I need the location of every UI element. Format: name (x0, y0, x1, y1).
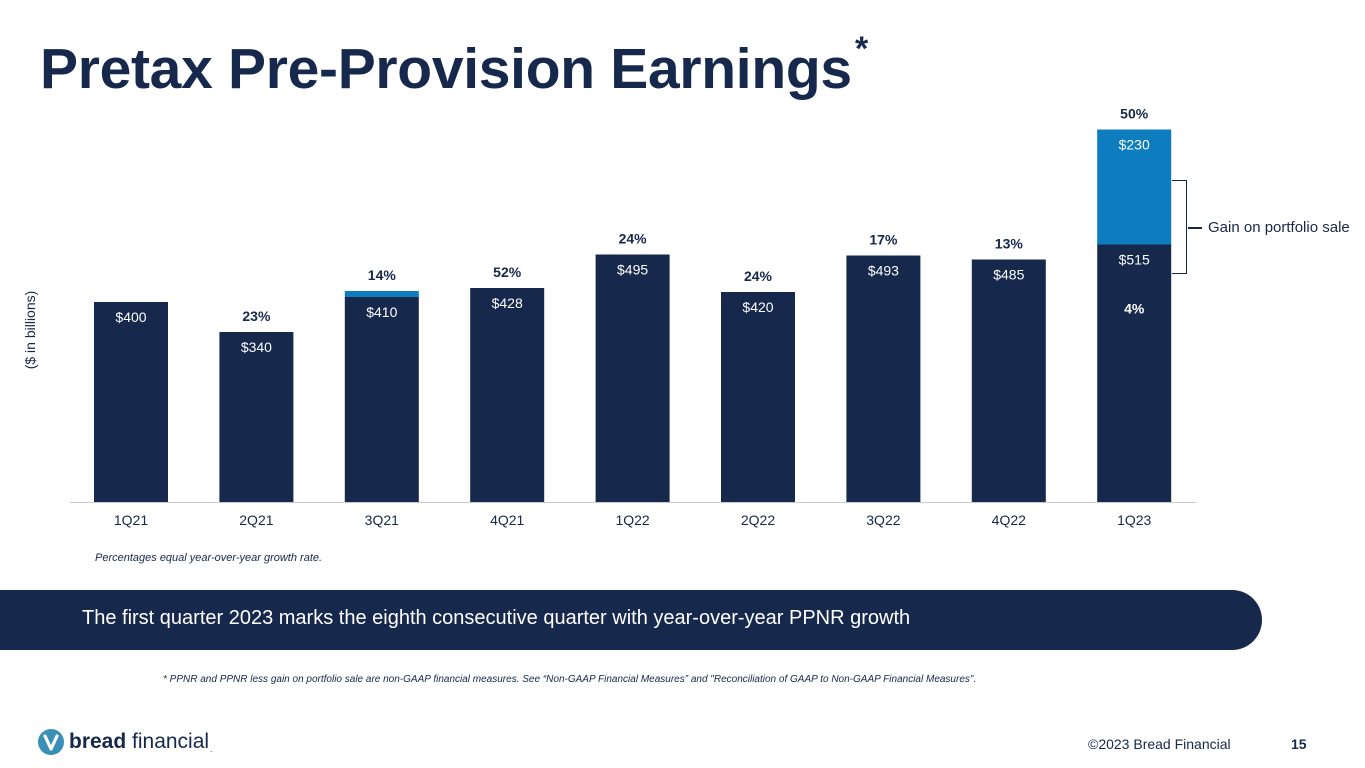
inner-growth-label-1Q23: 4% (1124, 301, 1145, 317)
gain-bar-1Q23 (1097, 129, 1172, 245)
x-tick-2Q21: 2Q21 (239, 512, 273, 528)
bar-4Q21 (470, 288, 545, 502)
x-tick-4Q22: 4Q22 (992, 512, 1026, 528)
bar-1Q23 (1097, 244, 1172, 502)
bar-2Q22 (721, 292, 795, 502)
page-number: 15 (1291, 736, 1307, 752)
copyright: ©2023 Bread Financial (1088, 736, 1231, 752)
slide-title: Pretax Pre-Provision Earnings (40, 37, 852, 101)
title-asterisk: * (855, 30, 869, 68)
x-tick-3Q22: 3Q22 (866, 512, 900, 528)
bar-4Q22 (971, 259, 1046, 502)
gaap-footnote: * PPNR and PPNR less gain on portfolio s… (163, 674, 977, 685)
portfolio-sale-bracket (1172, 180, 1187, 274)
x-tick-3Q21: 3Q21 (365, 512, 399, 528)
bar-3Q22 (846, 255, 921, 502)
value-label-2Q21: $340 (241, 339, 272, 355)
growth-label-4Q22: 13% (995, 236, 1024, 252)
value-label-3Q22: $493 (868, 263, 899, 279)
bar-1Q22 (595, 254, 670, 502)
bracket-tick (1188, 227, 1202, 229)
x-tick-1Q23: 1Q23 (1117, 512, 1151, 528)
growth-label-2Q22: 24% (744, 268, 773, 284)
logo-mark-dot: . (210, 745, 213, 754)
gain-bar-3Q21 (344, 291, 419, 297)
bracket-label: Gain on portfolio sale (1208, 219, 1350, 236)
value-label-1Q23: $515 (1119, 252, 1150, 268)
growth-label-3Q21: 14% (368, 267, 397, 283)
growth-label-3Q22: 17% (869, 232, 898, 248)
bread-logo-icon (38, 729, 64, 755)
value-label-4Q21: $428 (492, 295, 523, 311)
x-tick-1Q22: 1Q22 (615, 512, 649, 528)
percentages-footnote: Percentages equal year-over-year growth … (95, 552, 323, 564)
value-label-3Q21: $410 (366, 304, 397, 320)
logo-light-text: financial (126, 730, 210, 753)
bar-3Q21 (344, 297, 419, 502)
value-label-1Q21: $400 (115, 309, 146, 325)
value-label-1Q22: $495 (617, 262, 648, 278)
growth-label-1Q22: 24% (619, 231, 648, 247)
gain-label-1Q23: $230 (1119, 137, 1150, 153)
logo-bold-text: bread (69, 730, 127, 753)
bar-2Q21 (219, 332, 294, 502)
value-label-2Q22: $420 (742, 299, 773, 315)
x-tick-4Q21: 4Q21 (490, 512, 524, 528)
logo-wordmark: bread financial. (69, 730, 212, 754)
bar-1Q21 (94, 302, 168, 502)
growth-label-2Q21: 23% (242, 308, 271, 324)
ppnr-bar-chart: $400 1Q21 $340 23% 2Q21 $410 14% 3Q21 $428 52% 4Q2… (70, 106, 1196, 528)
value-label-4Q22: $485 (993, 267, 1024, 283)
growth-label-1Q23: 50% (1120, 106, 1149, 122)
banner-text: The first quarter 2023 marks the eighth … (82, 607, 911, 629)
highlight-banner: The first quarter 2023 marks the eighth … (0, 590, 1262, 650)
bread-financial-logo: bread financial. (38, 729, 212, 755)
x-tick-1Q21: 1Q21 (114, 512, 148, 528)
x-tick-2Q22: 2Q22 (741, 512, 775, 528)
growth-label-4Q21: 52% (493, 264, 522, 280)
